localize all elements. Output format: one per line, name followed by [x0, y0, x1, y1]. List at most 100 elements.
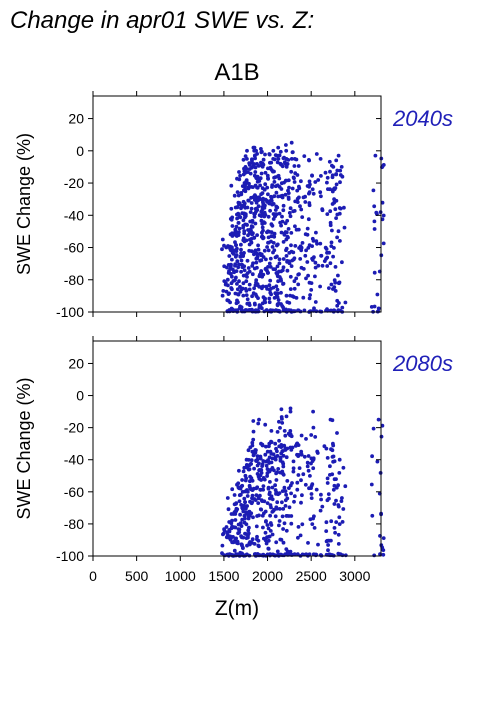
data-point — [292, 176, 296, 181]
data-point — [325, 212, 330, 217]
data-point — [225, 309, 230, 314]
data-point — [267, 152, 272, 157]
data-point — [330, 202, 335, 206]
data-point — [257, 544, 261, 549]
data-point — [258, 272, 262, 277]
data-point — [284, 293, 289, 298]
data-point — [271, 148, 276, 153]
data-point — [284, 143, 288, 147]
data-point — [244, 238, 249, 243]
data-point — [283, 489, 288, 493]
data-point — [243, 500, 247, 504]
data-point — [264, 463, 269, 468]
data-point — [282, 429, 287, 433]
data-point — [235, 259, 240, 264]
data-point — [328, 473, 332, 477]
data-point — [251, 515, 255, 520]
data-point — [267, 490, 272, 495]
data-point — [329, 519, 334, 524]
data-point — [299, 245, 304, 250]
data-point — [255, 256, 260, 261]
data-point — [325, 538, 330, 543]
data-point — [243, 212, 248, 217]
data-point — [261, 228, 265, 233]
data-point — [222, 527, 227, 532]
data-point — [271, 452, 276, 457]
data-point — [283, 433, 288, 438]
data-point — [288, 206, 293, 211]
data-point — [266, 240, 271, 245]
data-point — [336, 532, 341, 537]
data-point — [220, 543, 225, 548]
data-point — [313, 300, 318, 304]
data-point — [309, 492, 314, 496]
data-point — [297, 195, 301, 200]
data-point — [237, 170, 241, 174]
data-point — [324, 446, 329, 451]
data-point — [281, 308, 286, 313]
data-point — [331, 487, 336, 492]
data-point — [294, 296, 299, 300]
data-point — [236, 300, 240, 305]
data-point — [258, 487, 263, 492]
data-point — [272, 169, 276, 174]
data-point — [269, 439, 273, 444]
data-point — [249, 185, 254, 189]
data-point — [273, 455, 278, 460]
data-point — [250, 541, 254, 545]
data-point — [284, 230, 289, 235]
data-point — [330, 163, 334, 168]
data-point — [268, 468, 273, 472]
data-point — [249, 206, 254, 211]
data-point — [381, 552, 386, 557]
data-point — [285, 162, 290, 166]
data-point — [227, 245, 232, 250]
data-point — [238, 492, 243, 497]
data-point — [291, 466, 296, 471]
data-point — [260, 513, 265, 518]
data-point — [299, 452, 304, 457]
data-point — [231, 251, 236, 256]
data-point — [274, 190, 279, 195]
data-point — [249, 458, 254, 463]
data-point — [275, 303, 280, 308]
data-point — [243, 189, 248, 194]
data-point — [260, 186, 265, 191]
data-point — [227, 529, 232, 534]
data-point — [263, 152, 267, 157]
data-point — [259, 147, 263, 151]
data-point — [286, 191, 291, 196]
data-point — [292, 552, 297, 557]
data-point — [334, 198, 339, 203]
data-point — [297, 466, 302, 470]
data-point — [291, 469, 296, 474]
y-tick-label: -80 — [64, 272, 84, 288]
data-point — [332, 502, 337, 506]
data-point — [252, 236, 256, 240]
data-point — [265, 199, 269, 203]
data-point — [283, 498, 288, 503]
data-point — [250, 157, 254, 162]
data-point — [293, 244, 298, 248]
data-point — [235, 205, 240, 210]
data-point — [284, 414, 289, 419]
data-point — [268, 290, 273, 295]
data-point — [261, 487, 265, 492]
data-point — [243, 531, 247, 536]
data-point — [300, 493, 304, 498]
data-point — [283, 192, 288, 197]
data-point — [254, 148, 258, 153]
data-point — [238, 512, 243, 517]
data-point — [284, 528, 289, 533]
data-point — [309, 281, 314, 285]
data-point — [372, 227, 377, 231]
data-point — [328, 209, 333, 214]
data-point — [275, 295, 280, 300]
data-point — [276, 279, 280, 284]
data-point — [269, 196, 274, 200]
data-point — [251, 145, 256, 150]
data-point — [240, 507, 245, 511]
data-point — [221, 289, 226, 293]
data-point — [253, 498, 258, 502]
